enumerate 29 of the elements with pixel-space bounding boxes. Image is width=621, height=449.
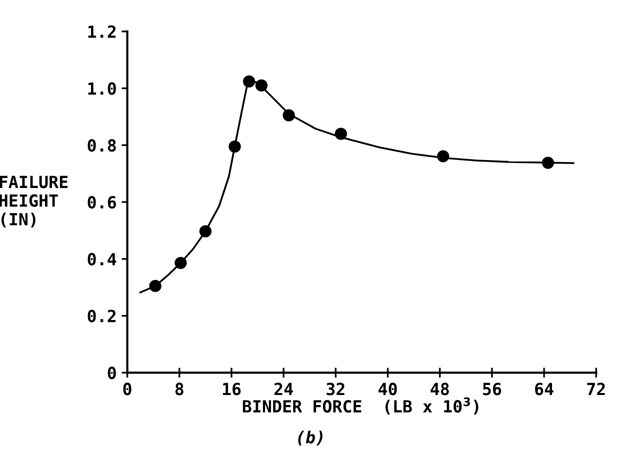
y-tick-label: 0.4 [88, 252, 116, 266]
point [334, 128, 347, 140]
x-tick-label: 16 [222, 382, 241, 396]
y-tick-label: 0.2 [88, 310, 116, 322]
text: (b) [298, 430, 322, 446]
x-axis-title: BINDER FORCE (LB x 10$^{3}$) [242, 397, 478, 415]
y-tick-label: 0 [108, 366, 116, 380]
x-tick-label: 40 [378, 382, 397, 396]
point [282, 109, 295, 122]
y-tick-label: 1.2 [88, 25, 116, 38]
point [149, 280, 162, 292]
x-tick-label: 64 [535, 382, 554, 396]
point [542, 156, 554, 169]
point [174, 256, 187, 269]
x-tick-label: 72 [587, 382, 605, 396]
x-tick-label: 24 [274, 382, 293, 396]
y-tick-label: 1.0 [88, 82, 116, 95]
x-tick-label: 56 [483, 382, 502, 396]
point [199, 225, 212, 238]
y-tick-label: 0.6 [88, 196, 116, 209]
x-tick-label: 48 [430, 382, 449, 396]
x-tick-label: 0 [123, 382, 132, 396]
y-tick-label: 0.8 [88, 139, 116, 152]
point [437, 150, 450, 162]
point [255, 79, 268, 92]
x-tick-label: 8 [175, 382, 184, 396]
x-tick-label: 32 [326, 382, 344, 396]
point [243, 75, 256, 88]
point [228, 140, 241, 153]
